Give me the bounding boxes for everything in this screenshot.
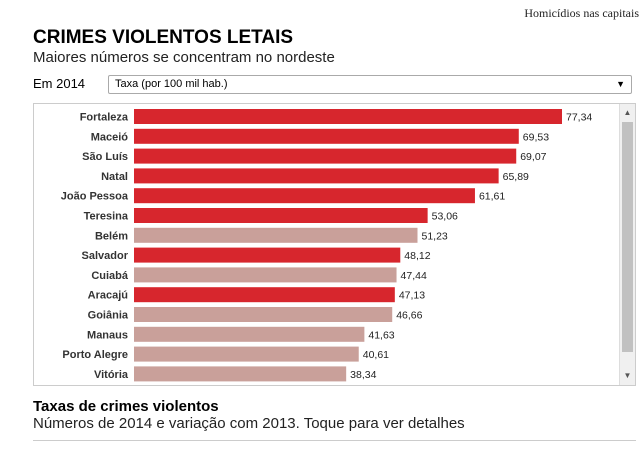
category-label: Maceió (91, 131, 129, 143)
value-label: 61,61 (479, 191, 505, 203)
value-label: 69,07 (520, 151, 546, 163)
bar[interactable] (134, 188, 475, 204)
chart-scrollbar[interactable]: ▲ ▼ (619, 104, 635, 385)
value-label: 47,13 (399, 290, 425, 302)
category-label: Teresina (84, 211, 129, 223)
value-label: 38,34 (350, 369, 376, 381)
value-label: 41,63 (368, 329, 394, 341)
value-label: 40,61 (363, 349, 389, 361)
category-label: Aracajú (88, 290, 128, 302)
category-label: Natal (101, 171, 128, 183)
scroll-down-icon[interactable]: ▼ (623, 371, 632, 380)
bar[interactable] (134, 227, 418, 243)
value-label: 53,06 (432, 211, 458, 223)
category-label: Salvador (82, 250, 129, 262)
page-subtitle: Maiores números se concentram no nordest… (33, 49, 335, 66)
bar[interactable] (134, 128, 519, 144)
category-label: Goiânia (88, 310, 129, 322)
section-subtitle[interactable]: Números de 2014 e variação com 2013. Toq… (33, 415, 465, 432)
scroll-up-icon[interactable]: ▲ (623, 108, 632, 117)
category-label: São Luís (82, 151, 128, 163)
chevron-down-icon: ▼ (616, 79, 625, 89)
year-label: Em 2014 (33, 76, 86, 91)
bar[interactable] (134, 287, 395, 303)
table-container-top (33, 440, 636, 461)
chart-container: Fortaleza 77,34 Maceió 69,53 São Luís 69,07 Na… (33, 103, 636, 386)
bar[interactable] (134, 366, 347, 382)
value-label: 77,34 (566, 112, 592, 124)
category-label: Cuiabá (91, 270, 129, 282)
bar[interactable] (134, 109, 562, 124)
value-label: 51,23 (422, 230, 448, 242)
category-label: Manaus (87, 329, 128, 341)
value-label: 69,53 (523, 131, 549, 143)
bar[interactable] (134, 346, 359, 362)
capitals-homicides-link[interactable]: Homicídios nas capitais (524, 6, 639, 20)
category-label: Belém (95, 230, 128, 242)
section-title: Taxas de crimes violentos (33, 398, 219, 415)
metric-select-value: Taxa (por 100 mil hab.) (115, 78, 228, 90)
metric-select[interactable]: Taxa (por 100 mil hab.) ▼ (108, 75, 632, 94)
category-label: João Pessoa (61, 191, 129, 203)
value-label: 65,89 (503, 171, 529, 183)
scroll-thumb[interactable] (622, 122, 633, 352)
value-label: 47,44 (401, 270, 427, 282)
category-label: Fortaleza (80, 112, 129, 124)
bar[interactable] (134, 168, 499, 184)
value-label: 48,12 (404, 250, 430, 262)
category-label: Porto Alegre (62, 349, 128, 361)
bar[interactable] (134, 307, 393, 322)
page-title: CRIMES VIOLENTOS LETAIS (33, 27, 294, 48)
bar[interactable] (134, 267, 397, 283)
bar[interactable] (134, 148, 517, 164)
bar[interactable] (134, 208, 428, 223)
category-label: Vitória (94, 369, 129, 381)
bar[interactable] (134, 247, 401, 263)
bar-chart: Fortaleza 77,34 Maceió 69,53 São Luís 69,07 Na… (61, 109, 592, 382)
bar[interactable] (134, 326, 365, 342)
value-label: 46,66 (396, 310, 422, 322)
